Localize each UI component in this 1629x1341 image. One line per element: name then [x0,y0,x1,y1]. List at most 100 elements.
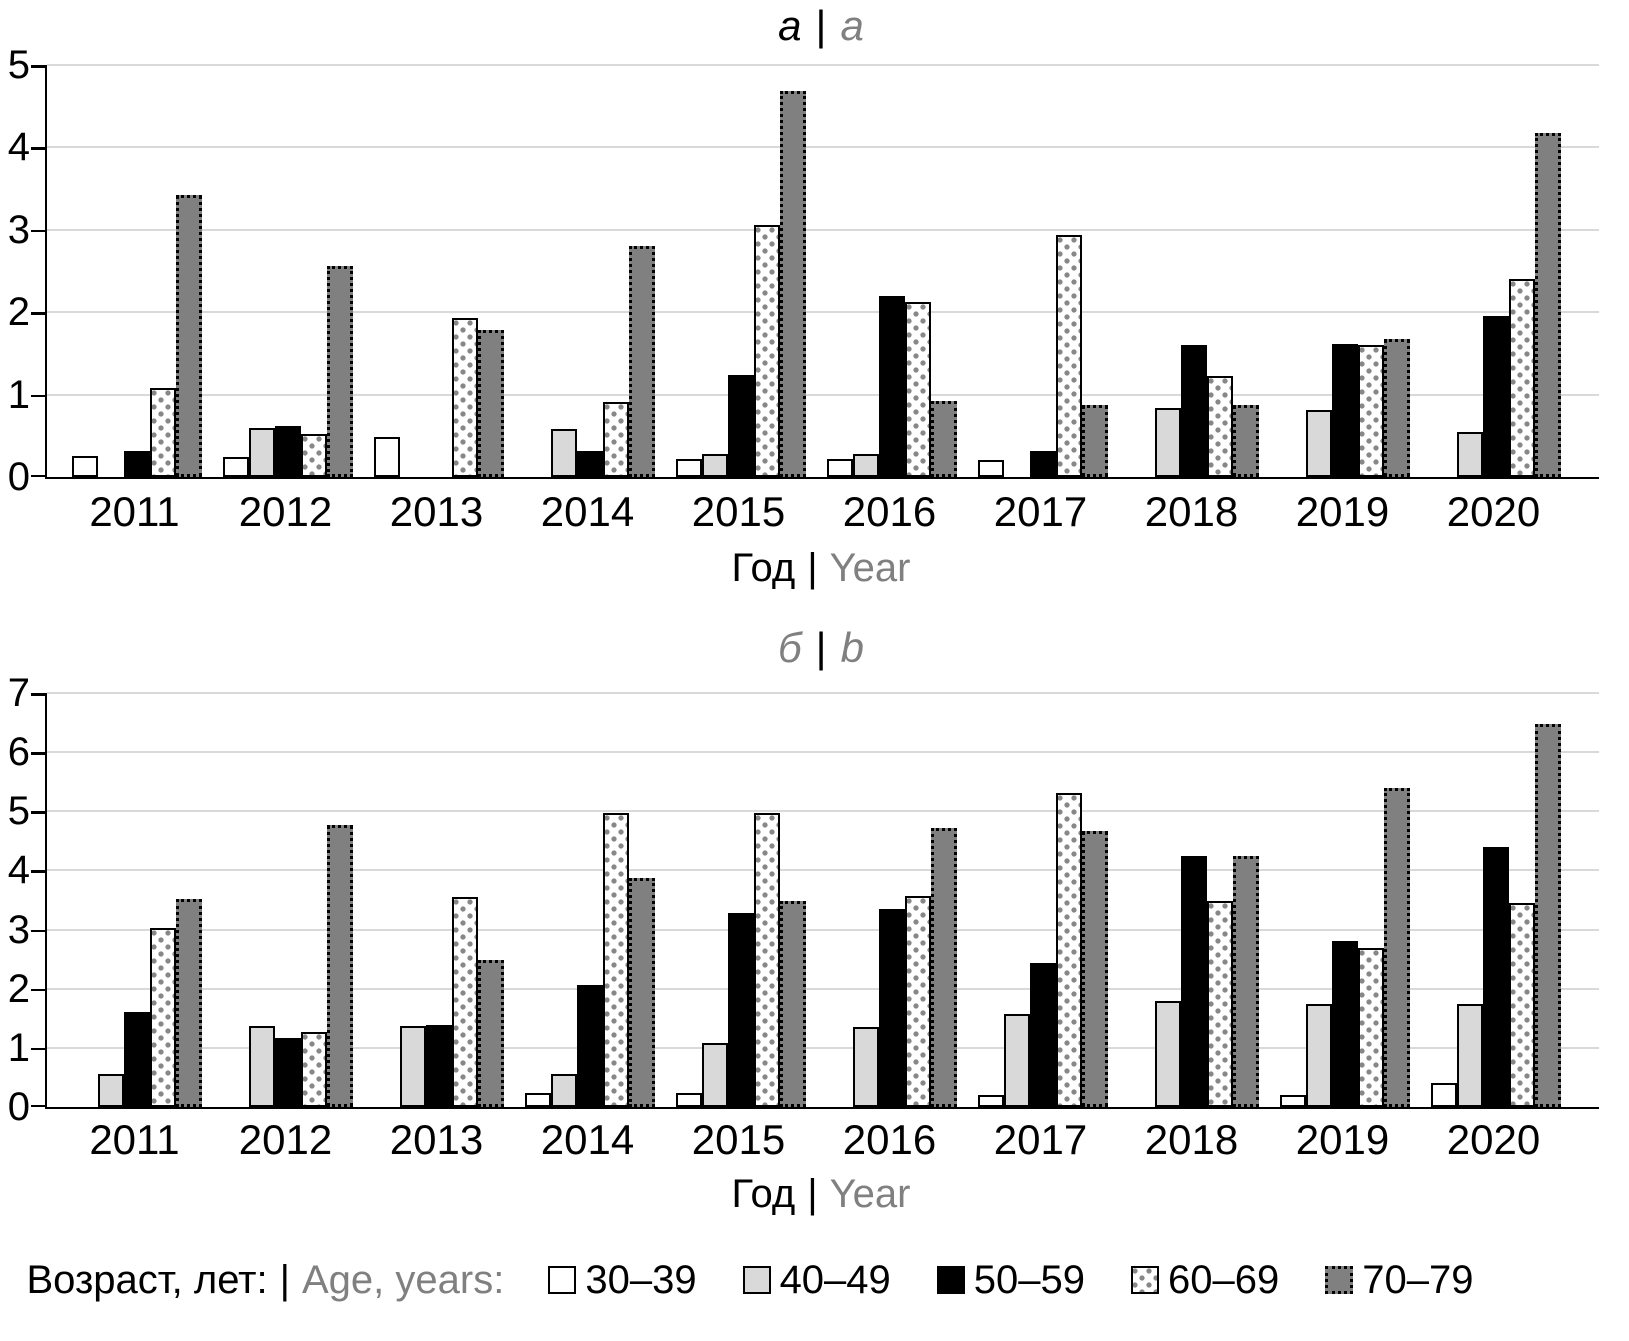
y-tick-label: 6 [7,730,30,775]
bar-30-39 [977,459,1004,477]
y-axis-tick [30,65,45,68]
bar-70-79 [628,877,655,1107]
bar-40-49 [1456,431,1483,477]
bar-40-49 [1305,1003,1332,1107]
bar-60-69 [904,301,931,477]
bar-50-59 [727,374,754,477]
bar-30-39 [71,456,98,477]
bar-70-79 [1232,855,1259,1107]
bar-70-79 [1534,132,1561,477]
panel-b-title-divider: | [815,624,827,671]
bar-40-49 [1154,407,1181,477]
y-tick-label: 5 [7,43,30,87]
bar-60-69 [1357,947,1384,1107]
bar-40-49 [1305,410,1332,477]
y-tick-label: 5 [7,789,30,834]
bar-50-59 [1180,856,1207,1107]
x-axis-title-a-divider: | [807,546,818,590]
panel-a-title-divider: | [815,2,827,49]
x-tick-label: 2018 [1144,1116,1239,1163]
bar-70-79 [1383,788,1410,1107]
x-tick-label: 2017 [993,488,1088,535]
legend-label: 40–49 [779,1258,891,1302]
bar-30-39 [826,458,853,477]
bar-60-69 [1508,279,1535,477]
gridline [47,869,1599,872]
bar-50-59 [576,984,603,1107]
bar-70-79 [326,266,353,477]
bar-40-49 [1003,1014,1030,1107]
x-tick-label: 2020 [1446,488,1541,535]
y-tick-label: 1 [7,372,30,417]
bar-60-69 [1357,345,1384,477]
x-axis-title-a: Год | Year [45,544,1597,592]
bar-50-59 [1482,846,1509,1107]
bar-30-39 [977,1095,1004,1107]
y-axis-tick [30,1104,45,1107]
panel-a-label-ru: a [778,2,802,49]
bar-50-59 [727,913,754,1107]
bar-60-69 [149,927,176,1107]
bar-40-49 [550,429,577,477]
bar-40-49 [701,453,728,477]
bar-50-59 [1180,345,1207,477]
gridline [47,692,1599,694]
y-axis-tick [30,752,45,755]
bar-40-49 [550,1074,577,1107]
legend-item: 30–39 [548,1256,697,1304]
bar-30-39 [524,1093,551,1107]
panel-b-label-en: b [840,624,864,671]
y-axis-tick [30,811,45,814]
y-tick-label: 2 [7,290,30,335]
bar-40-49 [1154,1001,1181,1107]
bar-40-49 [852,1027,879,1107]
bar-70-79 [1383,338,1410,477]
y-axis-tick [30,870,45,873]
legend-title-ru: Возраст, лет: [26,1258,268,1302]
legend-label: 60–69 [1168,1258,1280,1302]
x-tick-label: 2018 [1144,488,1239,535]
y-axis-tick [30,929,45,933]
x-axis-title-a-en: Year [829,546,911,590]
x-tick-label: 2015 [691,488,786,535]
bar-60-69 [1206,900,1233,1107]
x-axis-title-b-divider: | [807,1172,818,1216]
x-tick-label: 2012 [238,488,333,535]
gridline [47,146,1599,149]
gridline [47,1046,1599,1049]
bar-60-69 [1508,902,1535,1107]
y-tick-label: 4 [7,848,30,893]
legend-swatch-60-69 [1131,1266,1160,1294]
bar-50-59 [1029,962,1056,1107]
y-axis-labels-b: 7 6 5 4 3 2 1 0 [0,671,30,1129]
bar-50-59 [1482,316,1509,477]
bar-70-79 [628,246,655,477]
legend-item: 40–49 [742,1256,891,1304]
bar-60-69 [753,224,780,477]
bar-30-39 [675,458,702,477]
bar-60-69 [300,434,327,477]
gridline [47,228,1599,231]
bar-70-79 [930,401,957,477]
gridline [47,393,1599,396]
bar-30-39 [675,1093,702,1107]
bar-30-39 [373,437,400,477]
bar-70-79 [930,827,957,1107]
x-tick-label: 2013 [389,488,484,535]
bar-60-69 [300,1032,327,1107]
bar-60-69 [904,895,931,1107]
x-tick-label: 2019 [1295,1116,1390,1163]
bar-40-49 [1456,1004,1483,1107]
legend-item: 50–59 [936,1256,1085,1304]
gridline [47,311,1599,314]
bar-60-69 [1055,234,1082,477]
bar-60-69 [451,317,478,477]
y-axis-tick [30,1047,45,1051]
panel-b-title: б | b [45,624,1597,672]
x-axis-title-b-en: Year [829,1172,911,1216]
bar-50-59 [425,1025,452,1107]
bar-50-59 [1029,450,1056,477]
bar-50-59 [1331,344,1358,477]
bar-70-79 [477,959,504,1107]
